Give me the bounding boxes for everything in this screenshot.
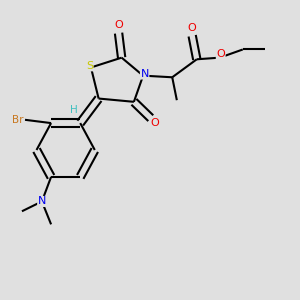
Text: H: H xyxy=(70,105,78,115)
Text: Br: Br xyxy=(12,115,23,125)
Text: O: O xyxy=(188,23,197,33)
Text: O: O xyxy=(216,50,225,59)
Text: N: N xyxy=(38,196,46,206)
Text: S: S xyxy=(86,61,93,71)
Text: O: O xyxy=(114,20,123,30)
Text: N: N xyxy=(140,69,149,79)
Text: O: O xyxy=(150,118,159,128)
